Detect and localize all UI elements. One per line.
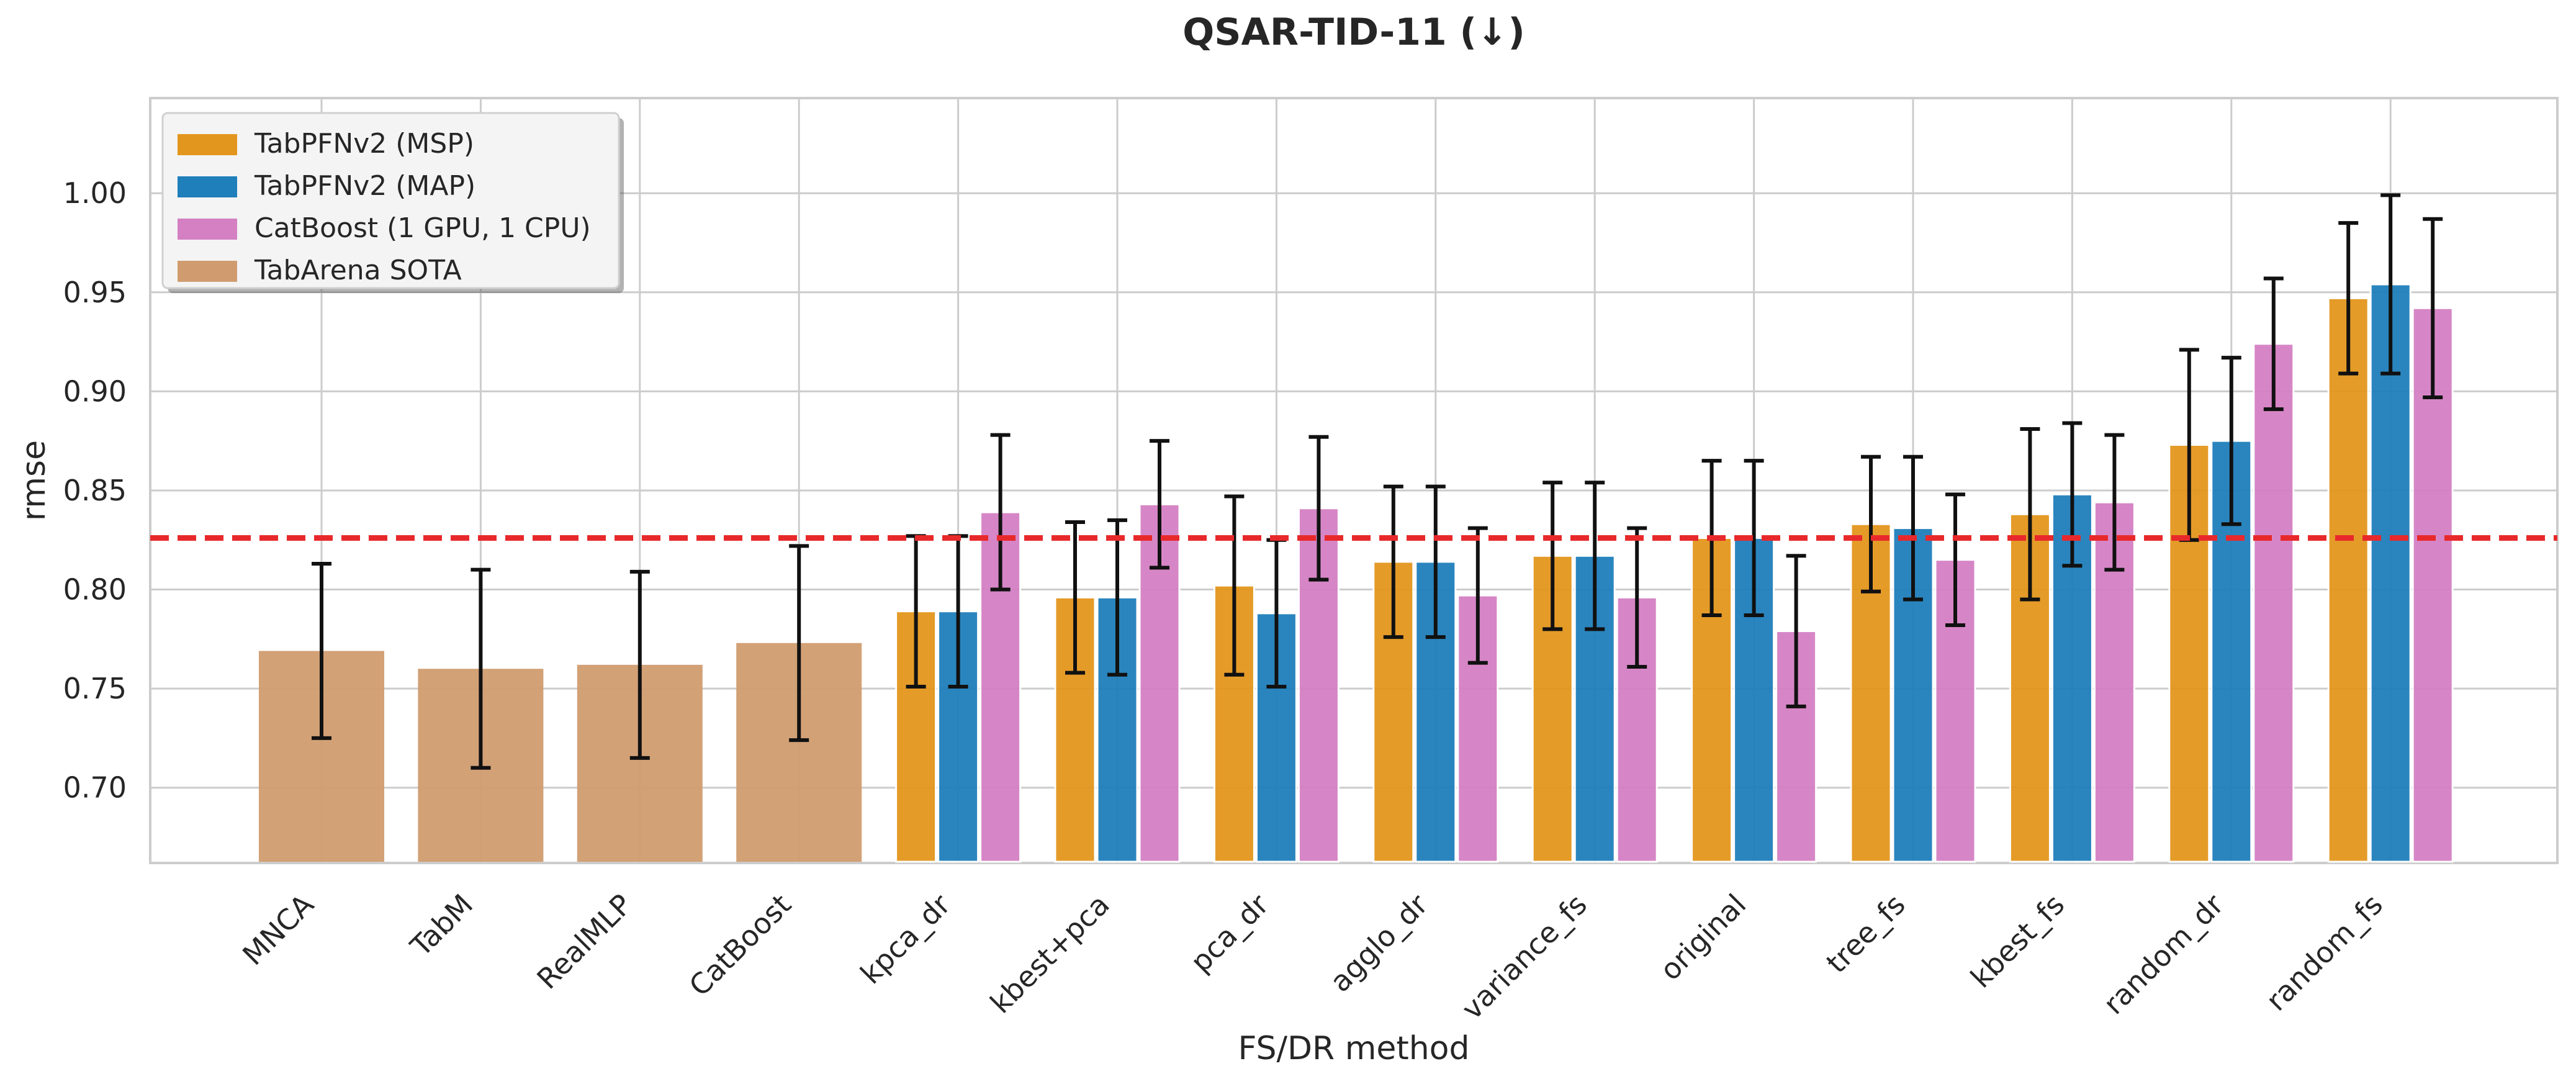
x-tick-label: pca_dr [1184,888,1275,979]
legend-swatch [178,176,237,197]
x-tick-label: agglo_dr [1323,888,1434,999]
y-tick-label: 0.75 [63,672,127,705]
y-tick-label: 0.80 [63,573,127,607]
legend-label: TabPFNv2 (MSP) [254,128,474,160]
x-tick-label: TabM [403,888,479,964]
legend-label: TabArena SOTA [254,255,462,286]
bar-random_fs [2412,307,2454,863]
y-tick-label: 0.85 [63,474,127,507]
y-tick-label: 0.95 [63,276,127,309]
x-tick-label: tree_fs [1819,888,1911,980]
bar-random_dr [2253,343,2295,863]
x-tick-label: random_dr [2097,888,2230,1021]
legend-swatch [178,219,237,240]
x-tick-label: MNCA [236,887,320,972]
y-axis-label: rmse [16,440,53,521]
bar-tree_fs [1892,527,1934,863]
y-tick-labels: 0.70 0.75 0.80 0.85 0.90 0.95 1.00 [63,176,127,805]
legend-swatch [178,134,237,155]
legend-box [161,112,620,289]
y-tick-label: 1.00 [63,176,127,210]
legend-swatch [178,261,237,282]
error-bars [312,193,2443,770]
x-tick-label: RealMLP [530,888,638,996]
x-tick-label: random_fs [2259,888,2389,1018]
legend-label: CatBoost (1 GPU, 1 CPU) [254,212,591,244]
legend-label: TabPFNv2 (MAP) [254,170,475,202]
x-tick-label: variance_fs [1455,888,1593,1026]
x-tick-label: original [1654,888,1753,987]
y-tick-label: 0.70 [63,771,127,805]
x-tick-label: kbest+pca [984,888,1116,1020]
x-tick-label: kbest_fs [1964,888,2071,995]
legend: TabPFNv2 (MSP) TabPFNv2 (MAP) CatBoost (1 … [161,112,624,293]
x-tick-label: CatBoost [683,888,798,1003]
y-tick-label: 0.90 [63,374,127,408]
chart-title: QSAR-TID-11 (↓) [1182,11,1525,54]
x-tick-labels: MNCA TabM RealMLP CatBoost kpca_dr kbest+pca p… [236,887,2389,1026]
bar-kpca_dr [895,610,937,863]
x-axis-label: FS/DR method [1238,1030,1469,1067]
x-tick-label: kpca_dr [854,888,957,991]
bar-random_fs [2327,297,2369,863]
